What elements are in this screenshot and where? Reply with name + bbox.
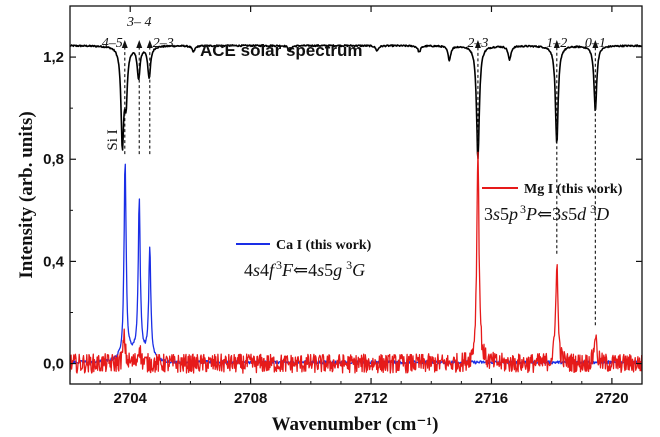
y-axis-title: Intensity (arb. units) [16,111,37,278]
transition-arrow-head [146,40,153,48]
transition-arrow-head [121,40,128,48]
x-tick-label: 2708 [234,390,267,407]
series-line-mg-i-this-work [70,151,642,374]
transition-label: 2–3 [153,36,174,51]
y-tick-label: 0,0 [43,356,64,373]
x-axis-title: Wavenumber (cm⁻¹) [272,414,439,435]
transition-label: 4–5 [102,36,123,51]
legend-ca: Ca I (this work) 4s4f 3F⇐4s5g 3G [236,238,372,280]
series-layer [70,44,642,374]
legend-ca-term: 4s4f 3F⇐4s5g 3G [244,258,365,280]
transition-label: 2–3 [467,36,488,51]
legend-mg: Mg I (this work) 3s5p 3P⇐3s5d 3D [482,182,623,224]
y-tick-label: 0,8 [43,151,64,168]
legend-mg-label: Mg I (this work) [524,182,623,197]
y-tick-label: 0,4 [43,253,65,270]
axis-ticks: 2704 2708 2712 2716 2720 0,0 0,4 0,8 1,2 [43,6,643,407]
transition-label: 0–1 [585,36,606,51]
x-tick-label: 2704 [114,390,148,407]
x-tick-label: 2716 [475,390,508,407]
legend-ca-label: Ca I (this work) [276,238,372,253]
x-tick-label: 2712 [354,390,387,407]
plot-frame [69,5,643,385]
x-tick-label: 2720 [595,390,628,407]
transition-arrow-head [474,40,481,48]
transition-arrow-head [553,40,560,48]
y-tick-label: 1,2 [43,49,64,66]
chart-title: ACE solar spectrum [200,41,363,60]
transition-label: 1–2 [546,36,567,51]
transition-arrow-head [136,40,143,48]
legend-mg-term: 3s5p 3P⇐3s5d 3D [484,202,609,224]
transition-label: 3– 4 [126,15,152,30]
si-label: Si I [105,129,121,150]
transition-arrow-head [592,40,599,48]
series-line-ace-solar-spectrum [70,44,642,160]
transition-arrows: 4–53– 42–3 2–3 1–2 0–1 [102,15,606,326]
